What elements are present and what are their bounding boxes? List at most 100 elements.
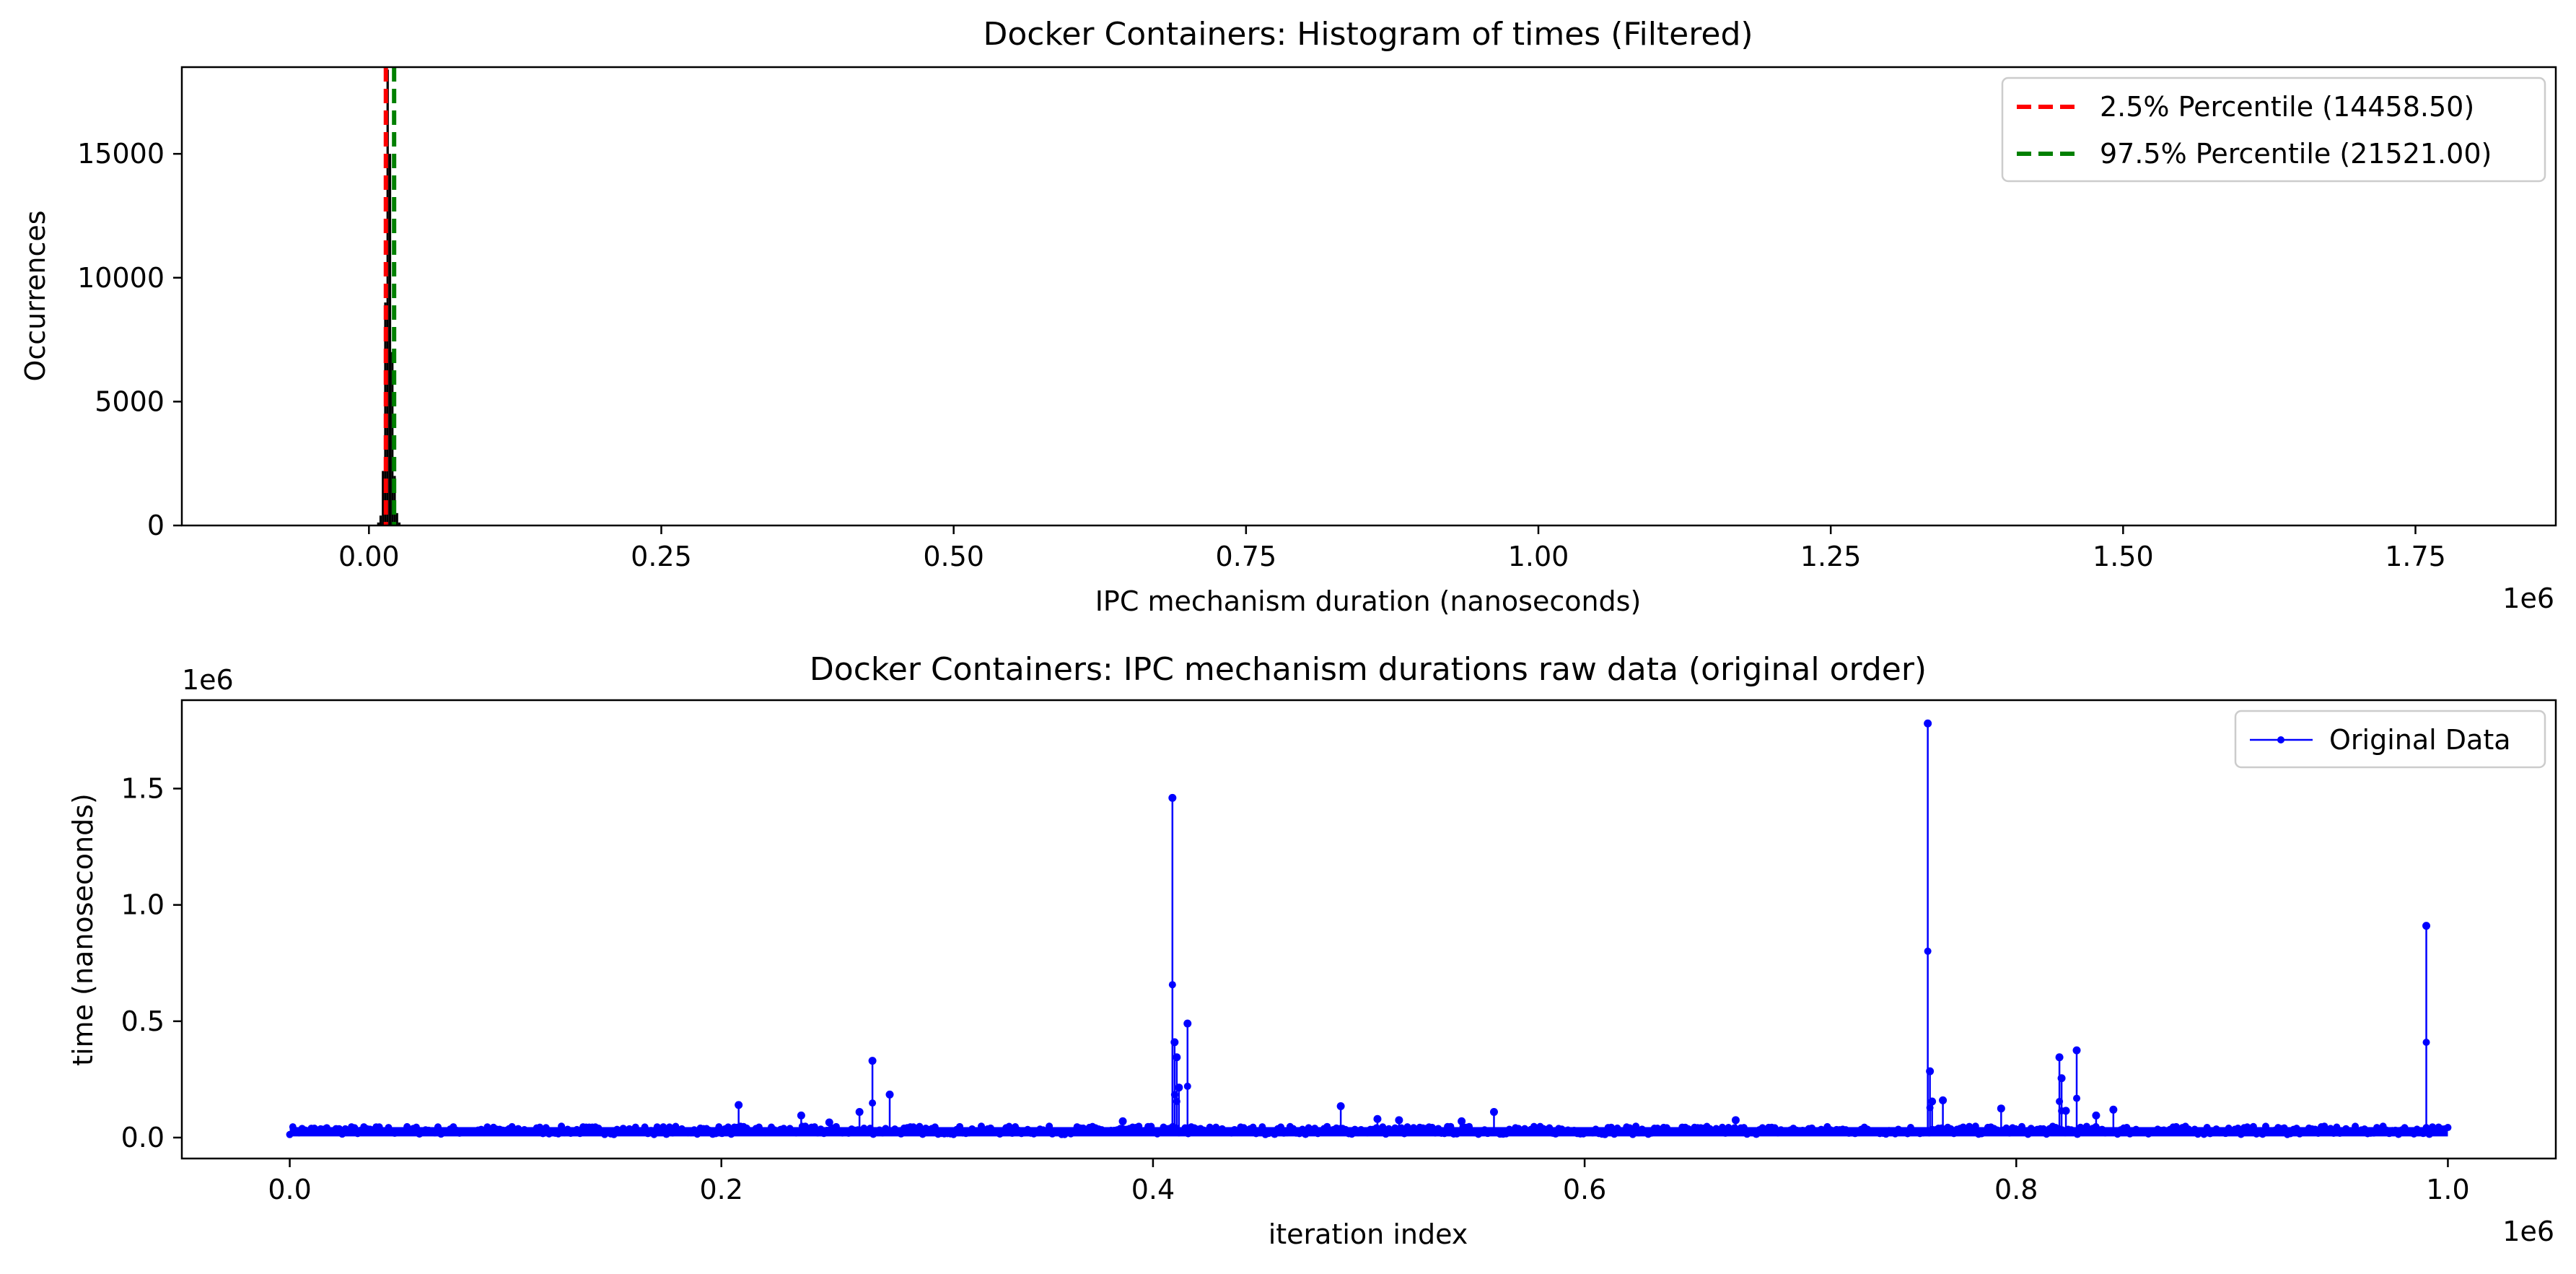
raw-data-spike-point [2072, 1046, 2081, 1055]
raw-data-point [2376, 1127, 2384, 1135]
raw-data-point [1311, 1125, 1319, 1133]
raw-data-spike-point [1928, 1097, 1937, 1106]
raw-data-point [2203, 1124, 2211, 1132]
raw-data-x-tick-label: 0.2 [700, 1174, 743, 1205]
raw-data-spike-point [1168, 981, 1176, 989]
histogram-legend-box [2001, 77, 2546, 183]
raw-data-spike-point [797, 1111, 805, 1120]
raw-data-point [2370, 1129, 2378, 1137]
raw-data-point [1283, 1129, 1291, 1137]
raw-data-point [1008, 1130, 1016, 1138]
raw-data-point [931, 1123, 939, 1131]
histogram-y-ticks: 0 5000 10000 15000 [77, 138, 182, 541]
raw-data-point [631, 1123, 639, 1131]
raw-data-x-tick-label: 0.8 [1994, 1174, 2038, 1205]
histogram-bar [377, 522, 380, 525]
raw-data-x-tick-label: 0.6 [1563, 1174, 1606, 1205]
raw-data-y-axis-label: time (nanoseconds) [67, 793, 99, 1066]
raw-data-point [2425, 1130, 2433, 1138]
legend-marker-original-data [2277, 736, 2284, 743]
raw-data-y-tick-label: 0.0 [121, 1122, 165, 1153]
raw-data-point [2234, 1125, 2242, 1133]
raw-data-point [1302, 1130, 1310, 1138]
raw-data-spike-point [1118, 1117, 1127, 1125]
raw-data-spike-point [1183, 1082, 1191, 1090]
raw-data-spike-point [1458, 1117, 1466, 1125]
raw-data-point [712, 1130, 720, 1138]
raw-data-point [2292, 1125, 2300, 1133]
raw-data-point [2039, 1125, 2047, 1133]
raw-data-y-tick-label: 1.0 [121, 889, 165, 921]
histogram-bar [382, 471, 385, 525]
raw-data-point [2043, 1130, 2051, 1138]
raw-data-spike-point [1373, 1114, 1382, 1123]
raw-data-point [536, 1123, 544, 1131]
raw-data-point [1401, 1130, 1409, 1138]
raw-data-spike-point [1926, 1067, 1935, 1076]
raw-data-spike-point [1173, 1053, 1181, 1062]
histogram-bar [395, 512, 398, 525]
raw-data-x-ticks: 0.0 0.2 0.4 0.6 0.8 1.0 [268, 1159, 2470, 1205]
raw-data-point [1249, 1123, 1257, 1131]
histogram-title: Docker Containers: Histogram of times (F… [983, 16, 1753, 53]
raw-data-y-offset-text: 1e6 [182, 664, 234, 696]
raw-data-y-ticks: 0.0 0.5 1.0 1.5 [121, 772, 182, 1153]
raw-data-point [1277, 1123, 1285, 1131]
histogram-chart: Docker Containers: Histogram of times (F… [19, 16, 2557, 617]
raw-data-point [2073, 1130, 2081, 1138]
raw-data-spike-point [1170, 1038, 1179, 1047]
raw-data-spike-point [1336, 1101, 1345, 1110]
raw-data-spike-point [869, 1099, 877, 1107]
raw-data-point [916, 1122, 924, 1130]
histogram-x-offset-text: 1e6 [2502, 583, 2554, 614]
raw-data-point [1466, 1122, 1473, 1130]
raw-data-point [2314, 1129, 2322, 1137]
legend-label-97.5-percentile: 97.5% Percentile (21521.00) [2100, 138, 2492, 170]
raw-data-point [1607, 1123, 1615, 1131]
histogram-y-tick-label: 0 [147, 510, 165, 541]
raw-data-point [1379, 1123, 1387, 1131]
histogram-y-tick-label: 15000 [77, 138, 165, 170]
raw-data-point [1968, 1128, 1976, 1136]
legend-label-2.5-percentile: 2.5% Percentile (14458.50) [2100, 91, 2474, 123]
raw-data-point [2249, 1122, 2257, 1130]
histogram-plot-area [374, 67, 401, 525]
raw-data-point [669, 1129, 677, 1137]
histogram-legend: 2.5% Percentile (14458.50) 97.5% Percent… [2001, 77, 2546, 183]
raw-data-point [400, 1128, 408, 1136]
raw-data-spike-point [2073, 1094, 2081, 1102]
histogram-y-axis-label: Occurrences [19, 210, 51, 381]
raw-data-x-axis-label: iteration index [1269, 1218, 1468, 1250]
raw-data-legend-box [2234, 710, 2546, 769]
raw-data-point [336, 1125, 343, 1133]
raw-data-spike-point [1395, 1116, 1403, 1125]
raw-data-point [1546, 1124, 1554, 1132]
raw-data-spike-point [1939, 1096, 1948, 1104]
histogram-x-tick-label: 0.75 [1216, 541, 1277, 572]
raw-data-point [539, 1130, 547, 1138]
raw-data-point [1046, 1122, 1053, 1130]
raw-data-x-offset-text: 1e6 [2502, 1216, 2554, 1247]
raw-data-spike-point [1489, 1108, 1498, 1117]
histogram-y-tick-label: 5000 [95, 385, 165, 417]
histogram-axes-frame [180, 66, 2557, 527]
raw-data-x-tick-label: 0.0 [268, 1174, 311, 1205]
raw-data-point [693, 1130, 701, 1138]
raw-data-y-tick-label: 1.5 [121, 772, 165, 804]
raw-data-point [1626, 1124, 1634, 1132]
raw-data-spike-point [868, 1057, 877, 1065]
raw-data-title: Docker Containers: IPC mechanism duratio… [810, 651, 1927, 688]
raw-data-point [338, 1130, 346, 1138]
raw-data-point [1382, 1130, 1390, 1138]
raw-data-point [897, 1130, 905, 1138]
raw-data-point [412, 1123, 420, 1131]
raw-data-point [641, 1123, 649, 1131]
raw-data-point [1005, 1122, 1013, 1130]
raw-data-point [554, 1130, 562, 1138]
raw-data-point [1740, 1124, 1748, 1132]
raw-data-point [1632, 1122, 1640, 1130]
histogram-x-axis-label: IPC mechanism duration (nanoseconds) [1095, 585, 1642, 617]
raw-data-point [2005, 1129, 2013, 1137]
raw-data-point [727, 1130, 735, 1138]
